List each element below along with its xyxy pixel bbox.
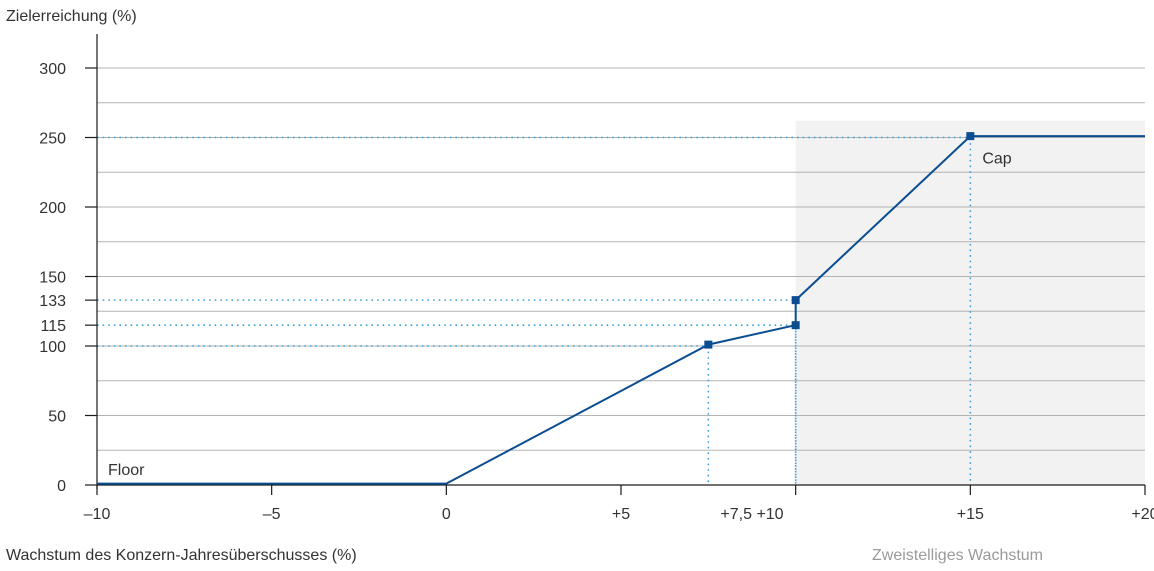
x-tick-label: +20	[1131, 506, 1154, 523]
highlight-region	[795, 120, 1145, 485]
highlight-region-label: Zweistelliges Wachstum	[872, 547, 1044, 564]
data-point	[966, 132, 975, 141]
y-axis-title: Zielerreichung (%)	[6, 8, 137, 25]
x-tick-label: +7,5 +10	[720, 506, 783, 523]
y-tick-label: 100	[39, 339, 66, 356]
x-tick-label: –10	[84, 506, 111, 523]
y-tick-label: 133	[39, 293, 66, 310]
y-tick-label: 300	[39, 61, 66, 78]
data-point	[791, 321, 800, 330]
data-point	[791, 296, 800, 305]
x-tick-label: +5	[612, 506, 630, 523]
y-tick-label: 200	[39, 200, 66, 217]
y-tick-label: 150	[39, 270, 66, 287]
x-tick-label: +15	[957, 506, 984, 523]
y-tick-label: 50	[48, 409, 66, 426]
y-tick-label: 250	[39, 131, 66, 148]
x-tick-label: 0	[442, 506, 451, 523]
y-tick-label: 115	[40, 318, 66, 335]
x-tick-label: –5	[263, 506, 281, 523]
x-axis-title: Wachstum des Konzern-Jahresüberschusses …	[6, 547, 357, 564]
cap-label: Cap	[982, 151, 1011, 168]
floor-label: Floor	[108, 462, 145, 479]
data-point	[704, 340, 713, 349]
y-tick-label: 0	[57, 478, 66, 495]
